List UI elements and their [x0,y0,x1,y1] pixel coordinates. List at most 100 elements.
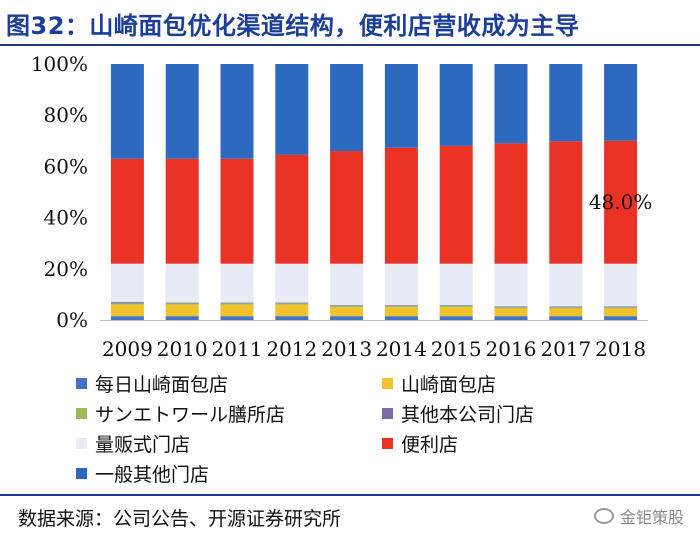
bar-segment [604,64,638,141]
bar-segment [165,158,199,264]
bar-segment [494,307,528,309]
legend-label: 一般其他门店 [95,464,210,486]
bar-segment [549,64,583,142]
legend-item: 便利店 [382,430,458,457]
bar-segment [384,307,418,317]
legend-item: サンエトワール膳所店 [76,400,285,427]
bar-segment [439,307,473,317]
stacked-bar-chart: 0%20%40%60%80%100%2009 2010 2011 2012 2013 20… [31,52,653,361]
bar-segment [384,64,418,148]
bar-segment [604,307,638,309]
x-tick-label: 2013 [321,337,372,361]
wechat-icon [593,508,614,524]
bar-segment [439,263,473,306]
bar-segment [220,304,254,317]
bar-segment [275,64,309,155]
bar-segment [330,151,364,264]
bar-segment [604,140,638,264]
bar-segment [330,307,364,317]
bar-segment [330,316,364,320]
bar-segment [604,316,638,320]
bar-segment [220,263,254,303]
bar-segment [549,306,583,308]
bar-segment [439,145,473,264]
bar-segment [384,316,418,320]
page-title: 图32：山崎面包优化渠道结构，便利店营收成为主导 [6,12,580,40]
legend-label: 其他本公司门店 [401,404,535,426]
legend-label: 量贩式门店 [95,434,191,456]
bar-segment [439,64,473,146]
bar-segment [275,316,309,320]
y-tick-label: 80% [44,103,88,127]
data-label: 48.0% [589,190,653,214]
x-tick-label: 2017 [540,337,591,361]
bar-segment [275,154,309,264]
x-tick-label: 2015 [431,337,482,361]
bar-segment [110,158,144,264]
legend-item: 其他本公司门店 [382,400,534,427]
bar-segment [220,316,254,320]
legend-swatch [76,438,87,449]
y-tick-label: 0% [56,308,88,332]
bar-segment [165,263,199,303]
title-bar: 图32：山崎面包优化渠道结构，便利店营收成为主导 [0,0,700,46]
bar-segment [165,316,199,320]
bar-segment [275,304,309,317]
source-bar: 数据来源：公司公告、开源证券研究所 金钜策股 [0,494,700,538]
bar-segment [220,158,254,264]
bar-segment [384,305,418,306]
bar-segment [110,316,144,320]
legend-item: 山崎面包店 [382,370,496,397]
legend-swatch [382,378,393,389]
bar-segment [384,263,418,306]
bar-segment [275,263,309,303]
x-tick-label: 2018 [595,337,646,361]
bar-segment [494,143,528,264]
legend-item: 量贩式门店 [76,430,190,457]
watermark-text: 金钜策股 [619,508,684,527]
x-tick-label: 2010 [157,337,208,361]
y-tick-label: 20% [44,257,88,281]
legend-label: 便利店 [401,434,459,456]
bar-segment [165,303,199,305]
bar-segment [494,263,528,307]
data-source-note: 数据来源：公司公告、开源证券研究所 [18,508,342,530]
bar-segment [549,307,583,309]
legend-label: サンエトワール膳所店 [95,404,286,426]
bar-segment [604,306,638,308]
bar-segment [220,303,254,305]
legend-swatch [76,468,87,479]
bar-segment [330,64,364,152]
y-tick-label: 60% [44,154,88,178]
bar-segment [165,302,199,304]
bar-segment [549,316,583,320]
bar-segment [494,306,528,308]
bar-segment [330,305,364,308]
legend-swatch [76,378,87,389]
bar-segment [330,305,364,306]
x-tick-label: 2014 [376,337,427,361]
bar-segment [549,263,583,307]
x-tick-label: 2016 [486,337,537,361]
bar-segment [220,64,254,159]
bar-segment [439,305,473,306]
x-tick-label: 2009 [102,337,153,361]
bar-segment [384,147,418,264]
bar-segment [330,263,364,306]
legend-item: 每日山崎面包店 [76,370,228,397]
bar-segment [275,303,309,305]
bar-segment [165,64,199,159]
y-tick-label: 40% [44,206,88,230]
x-tick-label: 2011 [212,337,263,361]
bar-segment [439,305,473,308]
watermark: 金钜策股 [593,504,684,528]
bar-segment [549,141,583,264]
bar-segment [549,308,583,317]
x-tick-label: 2012 [266,337,317,361]
bar-segment [110,302,144,304]
bar-segment [604,263,638,307]
bar-segment [494,316,528,320]
bar-segment [494,64,528,144]
bar-segment [110,304,144,317]
bar-segment [165,304,199,317]
